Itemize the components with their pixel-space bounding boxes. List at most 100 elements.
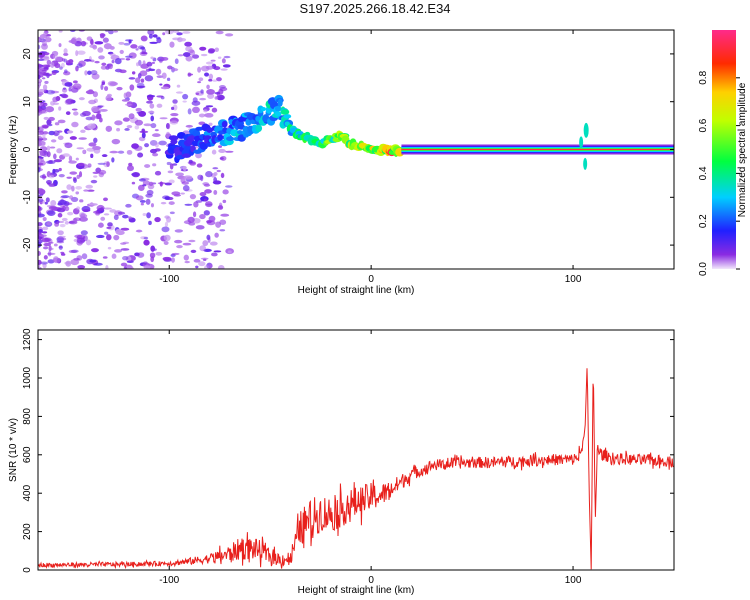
noise-speckle (163, 240, 169, 245)
noise-speckle (43, 255, 48, 260)
noise-speckle (76, 255, 83, 261)
noise-speckle (148, 220, 152, 226)
noise-speckle (221, 58, 226, 64)
noise-speckle (126, 260, 134, 263)
spectrogram-y-axis-label: Frequency (Hz) (8, 116, 19, 185)
noise-speckle (39, 151, 45, 156)
noise-speckle (38, 138, 44, 141)
noise-speckle (41, 231, 48, 234)
noise-speckle (70, 37, 77, 45)
noise-speckle (93, 137, 98, 144)
noise-speckle (122, 214, 129, 219)
noise-speckle (59, 66, 63, 70)
noise-speckle (46, 72, 50, 79)
noise-speckle (90, 153, 94, 159)
noise-speckle (106, 234, 112, 241)
noise-speckle (208, 122, 213, 126)
noise-speckle (160, 201, 167, 205)
noise-speckle (38, 91, 44, 96)
noise-speckle (200, 89, 204, 94)
noise-speckle (107, 246, 112, 250)
noise-speckle (38, 266, 42, 269)
noise-speckle (219, 229, 226, 232)
noise-speckle (149, 103, 155, 109)
noise-speckle (202, 182, 210, 186)
noise-speckle (50, 61, 55, 68)
noise-speckle (76, 237, 85, 244)
noise-speckle (129, 84, 135, 91)
noise-speckle (77, 265, 86, 269)
noise-speckle (216, 96, 223, 100)
noise-speckle (58, 106, 62, 111)
noise-speckle (217, 205, 224, 210)
noise-speckle (98, 169, 107, 175)
noise-speckle (38, 71, 43, 74)
noise-speckle (185, 46, 193, 52)
ridge-blob (283, 114, 292, 119)
noise-speckle (203, 258, 207, 261)
noise-speckle (106, 226, 112, 229)
noise-speckle (50, 199, 57, 207)
noise-speckle (76, 50, 86, 55)
noise-speckle (103, 197, 108, 202)
noise-speckle (193, 258, 201, 263)
noise-speckle (78, 137, 87, 140)
ridge-blob (255, 124, 263, 133)
noise-speckle (146, 212, 151, 219)
noise-speckle (218, 85, 226, 89)
noise-speckle (227, 250, 232, 254)
noise-speckle (148, 181, 154, 186)
noise-speckle (141, 132, 146, 139)
noise-speckle (75, 50, 79, 57)
ridge-blob (274, 105, 282, 112)
ridge-band-layer (401, 148, 674, 151)
ridge-blob (181, 153, 192, 158)
noise-speckle (137, 184, 145, 192)
noise-speckle (150, 203, 154, 208)
noise-speckle (42, 175, 47, 179)
noise-speckle (38, 38, 44, 42)
noise-speckle (58, 199, 67, 205)
noise-speckle (212, 79, 218, 82)
noise-speckle (87, 70, 92, 75)
y-tick-label: 200 (22, 523, 33, 540)
noise-speckle (150, 115, 155, 122)
noise-speckle (149, 148, 158, 154)
snr-x-axis-label: Height of straight line (km) (298, 585, 415, 596)
noise-speckle (122, 255, 129, 261)
noise-speckle (76, 174, 80, 180)
noise-speckle (123, 266, 128, 269)
noise-speckle (38, 259, 42, 265)
y-tick-label: -10 (22, 190, 33, 205)
noise-speckle (130, 172, 140, 177)
noise-speckle (206, 84, 210, 90)
noise-speckle (102, 37, 109, 43)
noise-speckle (142, 212, 147, 217)
noise-speckle (208, 78, 213, 82)
spectrogram-marks (38, 30, 674, 269)
noise-speckle (38, 58, 45, 61)
noise-speckle (90, 179, 98, 184)
noise-speckle (122, 117, 130, 122)
noise-speckle (111, 59, 115, 64)
noise-speckle (198, 261, 206, 267)
noise-speckle (97, 105, 104, 108)
noise-speckle (214, 232, 219, 238)
noise-speckle (65, 98, 75, 105)
noise-speckle (143, 236, 149, 240)
noise-speckle (104, 231, 109, 235)
noise-speckle (134, 125, 140, 130)
noise-speckle (46, 210, 56, 217)
noise-speckle (143, 265, 151, 269)
noise-speckle (203, 210, 210, 216)
noise-speckle (57, 237, 67, 241)
noise-speckle (137, 72, 142, 79)
noise-speckle (214, 91, 220, 95)
noise-speckle (57, 213, 63, 218)
noise-speckle (146, 61, 153, 67)
noise-speckle (181, 181, 190, 185)
noise-speckle (150, 256, 155, 263)
noise-speckle (217, 56, 222, 59)
